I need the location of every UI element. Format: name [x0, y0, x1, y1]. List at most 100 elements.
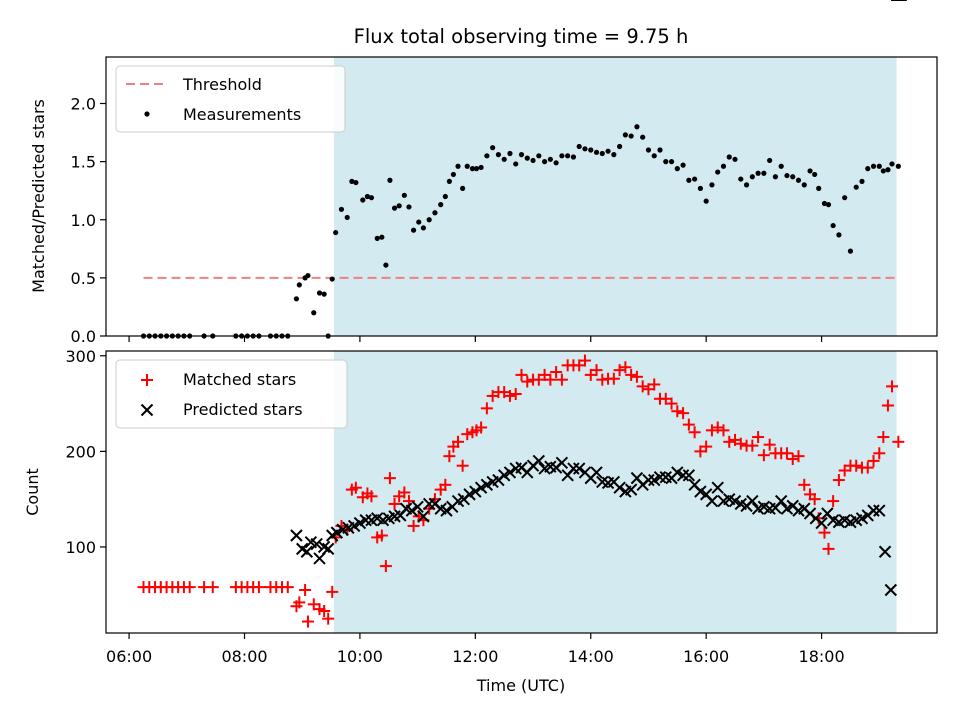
- measurement-point: [749, 174, 755, 180]
- predicted-star-point: [705, 494, 719, 508]
- measurement-point: [333, 229, 339, 236]
- measurement-point: [513, 161, 519, 167]
- matched-star-point: [550, 366, 563, 379]
- matched-star-point: [475, 421, 488, 434]
- measurement-point: [715, 169, 721, 175]
- bottom-y-tick-label: 200: [65, 442, 96, 461]
- measurement-point: [778, 163, 784, 169]
- measurement-point: [360, 197, 366, 203]
- measurement-point: [478, 164, 484, 171]
- measurement-point: [738, 176, 744, 182]
- measurement-point: [570, 154, 577, 160]
- matched-star-point: [456, 459, 469, 472]
- matched-star-point: [822, 542, 835, 555]
- matched-star-point: [252, 581, 265, 594]
- predicted-star-point: [884, 583, 898, 597]
- matched-star-point: [349, 481, 362, 494]
- matched-star-point: [326, 585, 339, 598]
- matched-star-point: [786, 453, 799, 466]
- matched-star-point: [183, 581, 196, 594]
- matched-star-point: [301, 615, 314, 628]
- measurement-point: [469, 166, 476, 172]
- legend-matched-label: Matched stars: [183, 370, 296, 389]
- measurement-point: [680, 162, 686, 168]
- measurement-point: [842, 195, 848, 201]
- matched-star-point: [763, 438, 776, 451]
- bottom-y-tick-label: 300: [65, 347, 96, 366]
- matched-star-point: [717, 424, 730, 437]
- predicted-star-point: [873, 504, 886, 517]
- matched-star-point: [711, 421, 724, 434]
- x-axis: 06:00 08:00 10:00 12:00 14:00 16:00 18:00: [106, 633, 845, 666]
- measurement-point: [438, 202, 444, 208]
- matched-star-point: [555, 373, 568, 386]
- bottom-y-axis: 100 200 300: [65, 347, 106, 557]
- measurement-point: [406, 204, 412, 210]
- legend-predicted-label: Predicted stars: [183, 400, 303, 419]
- measurement-point: [416, 219, 422, 225]
- matched-star-point: [521, 375, 534, 388]
- measurement-point: [821, 200, 828, 207]
- predicted-star-point: [815, 516, 828, 530]
- predicted-star-point: [417, 510, 430, 523]
- measurement-point: [617, 143, 623, 150]
- measurement-point: [391, 205, 398, 211]
- predicted-star-point: [746, 494, 759, 508]
- matched-star-point: [818, 526, 831, 539]
- matched-star-point: [665, 397, 678, 410]
- measurement-point: [772, 174, 779, 180]
- matched-star-point: [439, 478, 452, 491]
- matched-star-point: [688, 426, 701, 439]
- measurement-point: [495, 152, 502, 158]
- legend-threshold-label: Threshold: [182, 75, 262, 94]
- measurement-point: [599, 150, 605, 157]
- top-legend: Threshold Measurements: [115, 65, 346, 133]
- predicted-star-point: [290, 529, 303, 542]
- top-y-tick-label: 1.0: [71, 211, 96, 230]
- matched-star-point: [798, 478, 811, 491]
- top-y-tick-label: 0.0: [71, 327, 96, 346]
- matched-star-point: [383, 472, 396, 485]
- measurement-point: [442, 193, 448, 200]
- measurement-point: [743, 182, 750, 188]
- chart-title: Flux total observing time = 9.75 h: [354, 25, 689, 48]
- measurement-point: [686, 177, 692, 183]
- predicted-star-point: [503, 466, 517, 479]
- matched-star-point: [734, 437, 747, 450]
- measurement-point: [634, 124, 640, 130]
- matched-star-point: [873, 447, 886, 460]
- measurement-point: [501, 156, 507, 162]
- measurement-point: [870, 163, 877, 169]
- matched-star-point: [700, 440, 713, 453]
- measurement-point: [446, 178, 452, 184]
- matched-star-point: [808, 493, 821, 506]
- measurement-point: [889, 161, 895, 167]
- measurement-point: [410, 227, 417, 233]
- measurement-point: [518, 152, 525, 158]
- predicted-star-point: [555, 456, 569, 470]
- predicted-star-point: [653, 470, 667, 484]
- matched-star-point: [648, 378, 661, 391]
- matched-star-point: [398, 486, 411, 499]
- legend-plus-mark: [141, 374, 153, 386]
- predicted-star-point: [440, 504, 453, 517]
- bottom-panel: 100 200 300 06:00 08:00 10:00 12:00 14:00 16:00…: [23, 0, 938, 695]
- matched-star-point: [318, 605, 331, 618]
- measurement-point: [812, 171, 818, 178]
- matched-star-point: [613, 364, 626, 377]
- measurement-point: [755, 170, 761, 176]
- x-tick-label: 16:00: [683, 647, 729, 666]
- measurement-point: [349, 178, 355, 184]
- measurement-point: [368, 195, 375, 201]
- measurement-point: [321, 291, 327, 297]
- top-y-axis: 0.0 0.5 1.0 1.5 2.0: [71, 95, 106, 346]
- matched-star-point: [630, 370, 643, 383]
- x-tick-label: 12:00: [452, 647, 498, 666]
- matched-star-point: [677, 407, 690, 420]
- measurement-point: [880, 168, 886, 174]
- measurement-point: [836, 232, 842, 238]
- matched-star-point: [636, 380, 649, 393]
- top-y-tick-label: 2.0: [71, 95, 96, 114]
- matched-star-point: [625, 368, 638, 381]
- predicted-star-point: [405, 504, 419, 517]
